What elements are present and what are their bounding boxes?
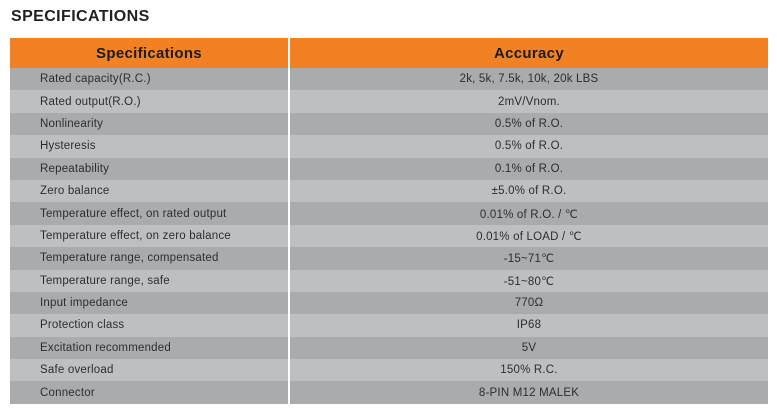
spec-value: 150% R.C. [290, 359, 768, 382]
spec-value: 0.5% of R.O. [290, 135, 768, 158]
spec-value: 0.01% of R.O. / ℃ [290, 202, 768, 225]
spec-value: 2mV/Vnom. [290, 90, 768, 113]
spec-label: Temperature range, safe [10, 269, 288, 292]
table-row-temp-range-safe: Temperature range, safe -51~80℃ [10, 269, 768, 292]
spec-label: Temperature effect, on rated output [10, 202, 288, 225]
specifications-table: Specifications Accuracy Rated capacity(R… [10, 38, 768, 404]
spec-value: 0.5% of R.O. [290, 112, 768, 136]
table-row-temp-effect-rated-output: Temperature effect, on rated output 0.01… [10, 202, 768, 225]
table-header-row: Specifications Accuracy [10, 38, 768, 68]
spec-value: -51~80℃ [290, 269, 768, 292]
spec-label: Excitation recommended [10, 336, 288, 360]
table-row-input-impedance: Input impedance 770Ω [10, 291, 768, 315]
spec-label: Safe overload [10, 359, 288, 382]
table-row-connector: Connector 8-PIN M12 MALEK [10, 381, 768, 404]
table-row-temp-effect-zero-balance: Temperature effect, on zero balance 0.01… [10, 224, 768, 248]
table-row-rated-output: Rated output(R.O.) 2mV/Vnom. [10, 90, 768, 113]
spec-label: Repeatability [10, 157, 288, 180]
spec-value: 8-PIN M12 MALEK [290, 381, 768, 404]
spec-label: Hysteresis [10, 135, 288, 158]
spec-value: ±5.0% of R.O. [290, 179, 768, 203]
spec-label: Temperature range, compensated [10, 247, 288, 270]
table-row-temp-range-compensated: Temperature range, compensated -15~71℃ [10, 247, 768, 270]
spec-label: Nonlinearity [10, 112, 288, 136]
table-row-nonlinearity: Nonlinearity 0.5% of R.O. [10, 112, 768, 136]
table-row-rated-capacity: Rated capacity(R.C.) 2k, 5k, 7.5k, 10k, … [10, 68, 768, 91]
spec-label: Zero balance [10, 179, 288, 203]
spec-label: Temperature effect, on zero balance [10, 224, 288, 248]
page-title: SPECIFICATIONS [11, 8, 150, 25]
table-row-safe-overload: Safe overload 150% R.C. [10, 359, 768, 382]
table-row-repeatability: Repeatability 0.1% of R.O. [10, 157, 768, 180]
spec-label: Connector [10, 381, 288, 404]
spec-value: 5V [290, 336, 768, 360]
column-header-specifications: Specifications [10, 38, 288, 68]
spec-value: 0.01% of LOAD / ℃ [290, 224, 768, 248]
spec-value: 0.1% of R.O. [290, 157, 768, 180]
spec-label: Protection class [10, 314, 288, 337]
spec-value: 770Ω [290, 291, 768, 315]
table-row-hysteresis: Hysteresis 0.5% of R.O. [10, 135, 768, 158]
spec-value: -15~71℃ [290, 247, 768, 270]
column-header-accuracy: Accuracy [290, 38, 768, 68]
spec-label: Input impedance [10, 291, 288, 315]
spec-label: Rated output(R.O.) [10, 90, 288, 113]
spec-label: Rated capacity(R.C.) [10, 68, 288, 91]
table-row-excitation-recommended: Excitation recommended 5V [10, 336, 768, 360]
spec-value: 2k, 5k, 7.5k, 10k, 20k LBS [290, 68, 768, 91]
spec-value: IP68 [290, 314, 768, 337]
table-row-protection-class: Protection class IP68 [10, 314, 768, 337]
table-row-zero-balance: Zero balance ±5.0% of R.O. [10, 179, 768, 203]
